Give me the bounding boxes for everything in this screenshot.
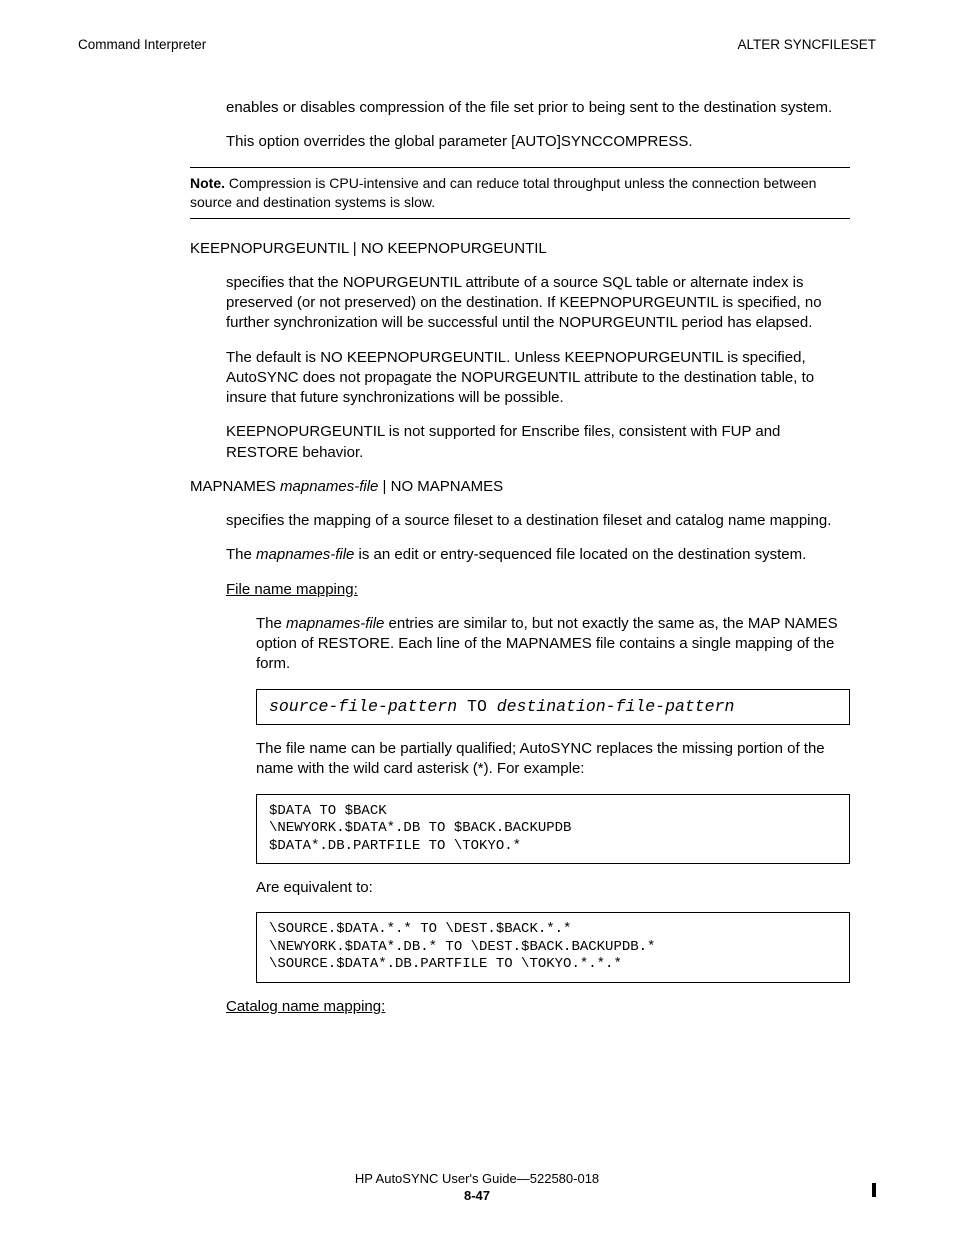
heading-text: | NO MAPNAMES (378, 478, 503, 495)
subheading-file-name-mapping: File name mapping: (190, 580, 850, 600)
paragraph: This option overrides the global paramet… (190, 132, 850, 152)
code-example-1: $DATA TO $BACK \NEWYORK.$DATA*.DB TO $BA… (256, 794, 850, 865)
subheading-catalog-name-mapping: Catalog name mapping: (190, 997, 850, 1017)
footer-title: HP AutoSYNC User's Guide—522580-018 (0, 1170, 954, 1188)
code-example-2: \SOURCE.$DATA.*.* TO \DEST.$BACK.*.* \NE… (256, 912, 850, 983)
paragraph: The mapnames-file entries are similar to… (190, 614, 850, 675)
option-heading-keepnopurgeuntil: KEEPNOPURGEUNTIL | NO KEEPNOPURGEUNTIL (190, 239, 850, 259)
paragraph: enables or disables compression of the f… (190, 98, 850, 118)
code-box-wrapper: $DATA TO $BACK \NEWYORK.$DATA*.DB TO $BA… (190, 794, 850, 865)
paragraph: specifies the mapping of a source filese… (190, 511, 850, 531)
page-header: Command Interpreter ALTER SYNCFILESET (78, 36, 876, 54)
header-right: ALTER SYNCFILESET (737, 36, 876, 54)
header-left: Command Interpreter (78, 36, 206, 54)
note-text: Compression is CPU-intensive and can red… (190, 175, 816, 210)
subheading-text: File name mapping: (226, 581, 358, 598)
paragraph: The default is NO KEEPNOPURGEUNTIL. Unle… (190, 348, 850, 409)
note-block: Note. Compression is CPU-intensive and c… (190, 167, 850, 219)
paragraph: The mapnames-file is an edit or entry-se… (190, 545, 850, 565)
page-number: 8-47 (0, 1187, 954, 1205)
pattern-destination: destination-file-pattern (497, 697, 735, 716)
text: The (226, 546, 256, 563)
text: The (256, 615, 286, 632)
change-bar-icon (872, 1183, 876, 1197)
heading-text: MAPNAMES (190, 478, 280, 495)
code-box-wrapper: \SOURCE.$DATA.*.* TO \DEST.$BACK.*.* \NE… (190, 912, 850, 983)
paragraph: The file name can be partially qualified… (190, 739, 850, 780)
syntax-pattern-box: source-file-pattern TO destination-file-… (256, 689, 850, 726)
heading-arg: mapnames-file (280, 478, 378, 495)
paragraph: specifies that the NOPURGEUNTIL attribut… (190, 273, 850, 334)
arg-italic: mapnames-file (256, 546, 354, 563)
arg-italic: mapnames-file (286, 615, 384, 632)
subheading-text: Catalog name mapping: (226, 998, 385, 1015)
paragraph: KEEPNOPURGEUNTIL is not supported for En… (190, 422, 850, 463)
text: is an edit or entry-sequenced file locat… (354, 546, 806, 563)
page-content: enables or disables compression of the f… (78, 98, 876, 1017)
code-box-wrapper: source-file-pattern TO destination-file-… (190, 689, 850, 726)
pattern-keyword-to: TO (457, 697, 497, 716)
paragraph: Are equivalent to: (190, 878, 850, 898)
note-label: Note. (190, 175, 225, 191)
option-heading-mapnames: MAPNAMES mapnames-file | NO MAPNAMES (190, 477, 850, 497)
page-footer: HP AutoSYNC User's Guide—522580-018 8-47 (0, 1170, 954, 1205)
pattern-source: source-file-pattern (269, 697, 457, 716)
page: Command Interpreter ALTER SYNCFILESET en… (0, 0, 954, 1235)
